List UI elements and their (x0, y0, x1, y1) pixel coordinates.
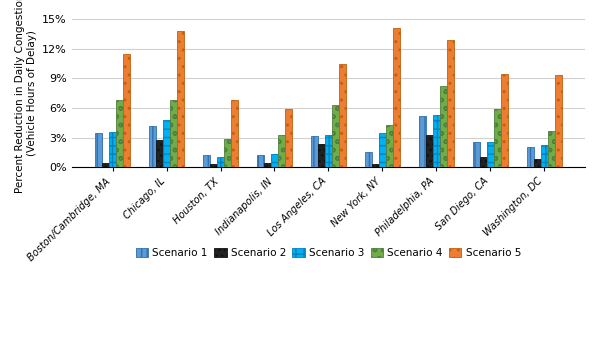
Bar (501, 74, 508, 167)
Bar (123, 53, 130, 167)
Bar (494, 109, 501, 167)
Bar (210, 164, 217, 167)
Bar (264, 163, 271, 167)
Y-axis label: Percent Reduction in Daily Congestion
(Vehicle Hours of Delay): Percent Reduction in Daily Congestion (V… (15, 0, 37, 193)
Bar (339, 64, 346, 167)
Bar (548, 131, 554, 167)
Bar (95, 132, 102, 167)
Bar (372, 164, 379, 167)
Bar (527, 147, 533, 167)
Bar (447, 40, 454, 167)
Bar (278, 135, 285, 167)
Bar (318, 144, 325, 167)
Bar (365, 152, 372, 167)
Bar (149, 126, 156, 167)
Bar (554, 75, 562, 167)
Bar (433, 115, 440, 167)
Bar (170, 100, 177, 167)
Bar (257, 155, 264, 167)
Bar (325, 135, 332, 167)
Bar (231, 100, 238, 167)
Bar (102, 163, 109, 167)
Bar (541, 145, 548, 167)
Bar (379, 132, 386, 167)
Bar (419, 116, 426, 167)
Bar (271, 154, 278, 167)
Bar (479, 157, 487, 167)
Bar (440, 86, 447, 167)
Bar (217, 157, 224, 167)
Bar (426, 135, 433, 167)
Bar (116, 100, 123, 167)
Bar (393, 28, 400, 167)
Bar (224, 139, 231, 167)
Bar (386, 125, 393, 167)
Bar (311, 135, 318, 167)
Bar (332, 105, 339, 167)
Bar (203, 155, 210, 167)
Bar (163, 120, 170, 167)
Bar (285, 109, 292, 167)
Bar (109, 132, 116, 167)
Bar (533, 159, 541, 167)
Legend: Scenario 1, Scenario 2, Scenario 3, Scenario 4, Scenario 5: Scenario 1, Scenario 2, Scenario 3, Scen… (131, 243, 525, 262)
Bar (487, 143, 494, 167)
Bar (177, 31, 184, 167)
Bar (473, 143, 479, 167)
Bar (156, 140, 163, 167)
